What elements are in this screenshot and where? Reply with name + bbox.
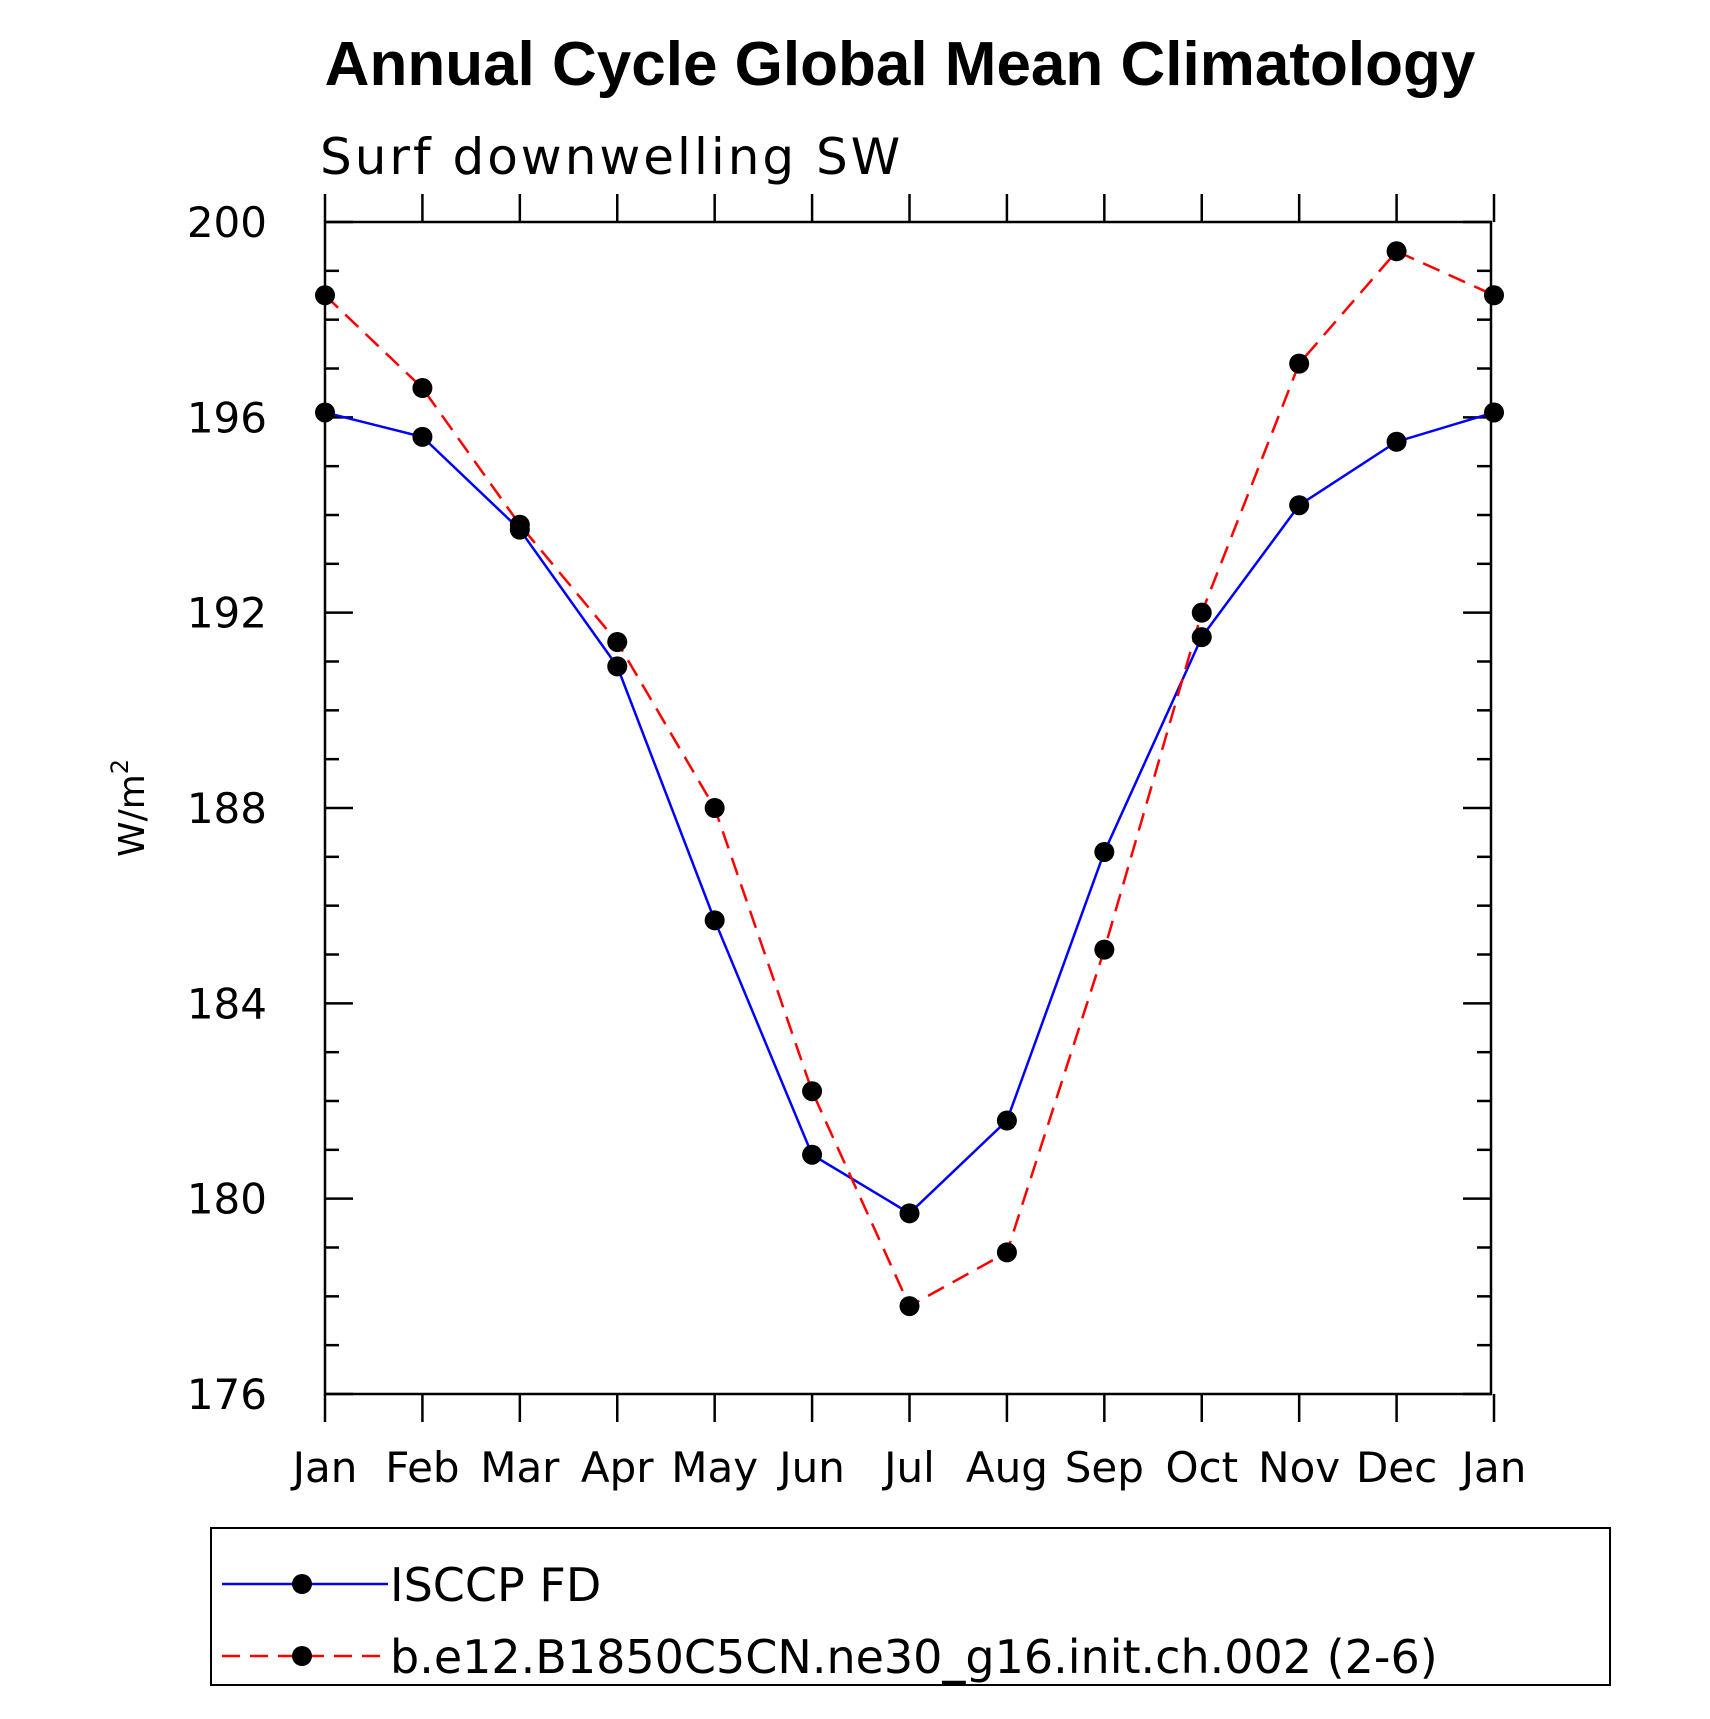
series-2-point xyxy=(1191,602,1212,623)
y-tick-label: 184 xyxy=(187,979,267,1028)
series-2-point xyxy=(1484,285,1504,306)
series-line-1 xyxy=(324,411,1495,1215)
series-1-point xyxy=(996,1110,1017,1131)
series-2-point xyxy=(607,631,628,652)
x-tick-label: Sep xyxy=(1065,1443,1144,1492)
series-1-point xyxy=(802,1144,823,1165)
series-2-point xyxy=(412,378,433,399)
y-tick-label: 192 xyxy=(187,589,267,638)
series-1-point xyxy=(1094,841,1115,862)
x-tick-label: Oct xyxy=(1165,1443,1238,1492)
series-2-point xyxy=(802,1081,823,1102)
legend-label-2: b.e12.B1850C5CN.ne30_g16.init.ch.002 (2-… xyxy=(390,1630,1438,1684)
series-1-point xyxy=(1484,402,1504,423)
series-2-point xyxy=(996,1242,1017,1263)
x-tick-label: Feb xyxy=(385,1443,459,1492)
legend-marker-1 xyxy=(292,1574,312,1594)
series-2-point xyxy=(1094,939,1115,960)
series-2-point xyxy=(315,285,335,306)
x-tick-label: Jan xyxy=(1459,1443,1527,1492)
x-tick-label: Apr xyxy=(581,1443,654,1492)
x-tick-label: Jun xyxy=(776,1443,845,1492)
series-2-point xyxy=(1386,241,1407,262)
series-line-2 xyxy=(324,249,1495,1308)
x-tick-label: Jul xyxy=(881,1443,935,1492)
x-axis: Jan Feb Mar Apr May Jun Jul Aug Sep Oct Nov Dec Jan xyxy=(290,194,1527,1492)
series-1-point xyxy=(704,910,725,931)
legend: ISCCP FD b.e12.B1850C5CN.ne30_g16.init.ch… xyxy=(210,1527,1611,1686)
series-1-point xyxy=(1386,431,1407,452)
y-tick-label: 176 xyxy=(187,1370,267,1419)
x-tick-label: May xyxy=(671,1443,758,1492)
legend-items: ISCCP FD b.e12.B1850C5CN.ne30_g16.init.ch… xyxy=(222,1558,1438,1684)
x-tick-label: Jan xyxy=(290,1443,358,1492)
y-tick-label: 188 xyxy=(187,784,267,833)
series-1-point xyxy=(899,1203,920,1224)
series-2-point xyxy=(1289,353,1310,374)
legend-box xyxy=(210,1527,1611,1686)
series-2-point xyxy=(704,798,725,818)
y-tick-label: 200 xyxy=(187,198,267,247)
y-tick-label: 180 xyxy=(187,1175,267,1224)
y-axis-label-text: W/m xyxy=(112,774,153,857)
series-1-point xyxy=(607,656,628,677)
y-tick-label: 196 xyxy=(187,393,267,442)
series-1-point xyxy=(1289,495,1310,516)
x-tick-label: Nov xyxy=(1258,1443,1340,1492)
y-axis-label: W/m2 xyxy=(106,759,153,857)
legend-marker-2 xyxy=(292,1646,312,1666)
x-tick-label: Mar xyxy=(480,1443,560,1492)
legend-label-1: ISCCP FD xyxy=(390,1558,601,1612)
series-layer xyxy=(315,241,1504,1317)
series-2-point xyxy=(509,514,530,535)
series-2-point xyxy=(899,1296,920,1317)
y-axis: 176 180 184 188 192 196 200 xyxy=(187,198,1491,1419)
x-tick-label: Aug xyxy=(966,1443,1048,1492)
series-1-point xyxy=(315,402,335,423)
chart-subtitle: Surf downwelling SW xyxy=(320,128,903,186)
x-tick-label: Dec xyxy=(1356,1443,1437,1492)
chart-title: Annual Cycle Global Mean Climatology xyxy=(325,30,1476,99)
series-1-point xyxy=(412,426,433,447)
y-axis-label-superscript: 2 xyxy=(106,759,134,774)
series-1-point xyxy=(1191,627,1212,648)
